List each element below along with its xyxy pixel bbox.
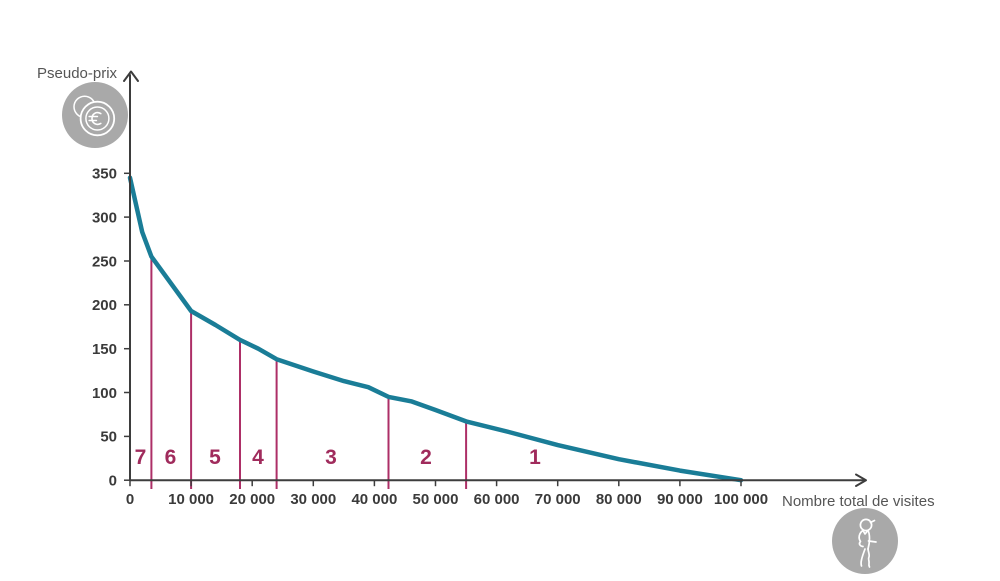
svg-text:6: 6 (165, 446, 177, 469)
svg-text:3: 3 (325, 446, 337, 469)
svg-text:0: 0 (126, 491, 134, 508)
svg-text:150: 150 (92, 341, 117, 358)
svg-text:90 000: 90 000 (657, 491, 703, 508)
svg-text:10 000: 10 000 (168, 491, 214, 508)
svg-text:1: 1 (529, 446, 541, 469)
svg-text:4: 4 (252, 446, 264, 469)
svg-text:20 000: 20 000 (229, 491, 275, 508)
svg-text:60 000: 60 000 (474, 491, 520, 508)
svg-text:200: 200 (92, 297, 117, 314)
svg-text:100: 100 (92, 385, 117, 402)
svg-text:70 000: 70 000 (535, 491, 581, 508)
svg-text:0: 0 (109, 473, 117, 490)
svg-text:7: 7 (135, 446, 147, 469)
svg-text:50 000: 50 000 (413, 491, 459, 508)
svg-text:40 000: 40 000 (351, 491, 397, 508)
svg-text:5: 5 (209, 446, 221, 469)
svg-text:350: 350 (92, 166, 117, 183)
svg-text:2: 2 (420, 446, 432, 469)
svg-text:100 000: 100 000 (714, 491, 768, 508)
svg-text:250: 250 (92, 253, 117, 270)
svg-text:300: 300 (92, 209, 117, 226)
svg-text:80 000: 80 000 (596, 491, 642, 508)
svg-text:30 000: 30 000 (290, 491, 336, 508)
svg-text:50: 50 (100, 429, 117, 446)
svg-text:Pseudo-prix: Pseudo-prix (37, 65, 118, 82)
